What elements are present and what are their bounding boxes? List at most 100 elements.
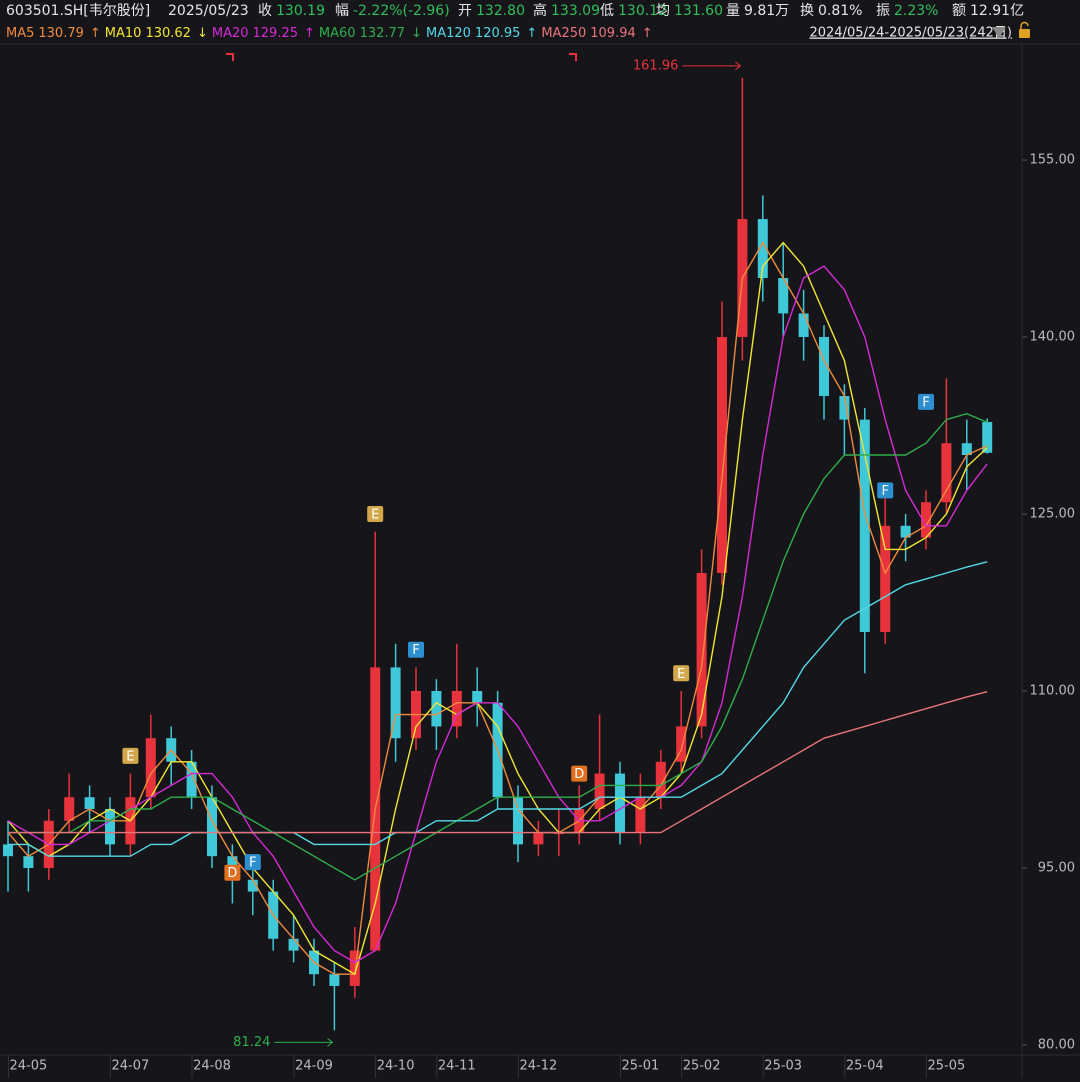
lock-icon <box>1020 21 1029 29</box>
x-tick-label: 25-04 <box>846 1059 884 1074</box>
header-value: 12.91亿 <box>970 3 1024 19</box>
legend-entry: MA120 120.95 ↑ <box>426 26 537 41</box>
candle-body <box>533 832 544 845</box>
legend-entry: MA60 132.77 ↓ <box>319 26 422 41</box>
dropdown-icon[interactable] <box>992 27 1006 38</box>
candle-body <box>717 337 727 574</box>
legend-name: MA60 <box>319 26 356 41</box>
header-item: 振 2.23% <box>876 3 938 19</box>
candle-body <box>247 879 258 892</box>
legend-name: MA20 <box>212 26 249 41</box>
legend-entry: MA10 130.62 ↓ <box>105 26 208 41</box>
header-label: 额 <box>952 3 966 19</box>
ma-line <box>8 561 988 857</box>
lock-icon[interactable] <box>1019 29 1030 38</box>
legend-value: 130.62 <box>145 26 191 41</box>
ma-line <box>7 265 988 964</box>
x-tick-label: 25-02 <box>683 1059 721 1074</box>
signal-label: E <box>677 667 685 682</box>
legend-trend: ↓ <box>411 26 422 41</box>
legend-trend: ↓ <box>197 26 208 41</box>
x-tick-label: 24-07 <box>112 1059 150 1074</box>
candle-body <box>513 797 523 845</box>
signal-marker <box>244 854 261 871</box>
candle-body <box>64 797 75 821</box>
header-label: 开 <box>458 3 472 19</box>
header-label: 换 <box>800 2 814 19</box>
legend-entry: MA250 109.94 ↑ <box>541 26 652 41</box>
candle-body <box>778 278 789 314</box>
legend-name: MA120 <box>426 26 471 41</box>
x-tick-label: 24-10 <box>377 1059 415 1074</box>
candle-body <box>757 219 768 279</box>
legend-trend: ↑ <box>304 26 315 41</box>
signal-marker <box>224 864 241 881</box>
candle-body <box>839 396 850 420</box>
header-item: 开 132.80 <box>458 3 525 19</box>
header-value: 2.23% <box>894 3 938 19</box>
candle-body <box>900 525 911 538</box>
y-tick-label: 80.00 <box>1038 1037 1075 1052</box>
candle-body <box>961 443 972 456</box>
header-label: 收 <box>258 3 272 19</box>
ma-line <box>8 412 988 881</box>
candle-body <box>615 773 625 833</box>
y-tick-label: 155.00 <box>1030 153 1076 168</box>
header-value: -2.22%(-2.96) <box>353 3 450 19</box>
signal-label: D <box>574 767 584 782</box>
candle-body <box>431 690 442 727</box>
header-value: 9.81万 <box>744 3 789 19</box>
signal-label: F <box>412 643 419 658</box>
signal-marker <box>122 747 139 764</box>
y-tick-label: 140.00 <box>1030 330 1076 345</box>
header-label: 均 <box>656 3 670 19</box>
candle-body <box>553 832 564 835</box>
candle-body <box>349 950 360 986</box>
signal-label: D <box>227 866 237 881</box>
signal-marker <box>918 393 934 410</box>
annotation-label: 161.96 <box>633 58 679 73</box>
signal-marker <box>408 641 424 658</box>
legend-trend: ↑ <box>526 26 537 41</box>
header-label: 低 <box>600 3 614 19</box>
y-tick-label: 95.00 <box>1038 860 1075 875</box>
candle-body <box>451 690 462 727</box>
header-item: 幅 -2.22%(-2.96) <box>335 3 450 19</box>
x-tick-label: 24-08 <box>193 1059 231 1074</box>
candle-body <box>594 773 605 809</box>
candle-body <box>472 690 483 703</box>
legend-value: 132.77 <box>360 26 406 41</box>
legend-value: 130.79 <box>38 26 84 41</box>
x-tick-label: 24-05 <box>10 1059 48 1074</box>
candle-body <box>84 797 95 809</box>
legend-value: 120.95 <box>475 26 521 41</box>
legend-name: MA5 <box>6 26 34 41</box>
candle-body <box>798 313 809 338</box>
header-label: 幅 <box>335 3 349 19</box>
legend-entry: MA5 130.79 ↑ <box>6 26 101 41</box>
signal-marker <box>571 765 588 782</box>
candle-body <box>23 856 34 868</box>
legend-trend: ↑ <box>90 26 101 41</box>
x-tick-label: 25-01 <box>622 1059 660 1074</box>
header-item: 收 130.19 <box>258 3 325 19</box>
header-item: 量 9.81万 <box>726 3 789 19</box>
legend-trend: ↑ <box>642 26 653 41</box>
candle-body <box>329 974 340 986</box>
x-tick-label: 25-03 <box>764 1059 802 1074</box>
symbol: 603501.SH[韦尔股份] <box>6 3 150 19</box>
header-item: 换 0.81% <box>800 2 862 19</box>
date-range[interactable]: 2024/05/24-2025/05/23(242日) <box>809 26 1012 41</box>
y-tick-label: 125.00 <box>1030 507 1076 522</box>
candle-body <box>390 667 401 739</box>
legend-entry: MA20 129.25 ↑ <box>212 26 315 41</box>
annotation-arrowhead <box>735 61 742 71</box>
x-tick-label: 25-05 <box>928 1059 966 1074</box>
corner-marker <box>226 53 234 61</box>
annotation-arrowhead <box>327 1037 334 1047</box>
signal-marker <box>673 665 690 682</box>
header-item: 额 12.91亿 <box>952 3 1024 19</box>
candle-body <box>819 337 829 397</box>
